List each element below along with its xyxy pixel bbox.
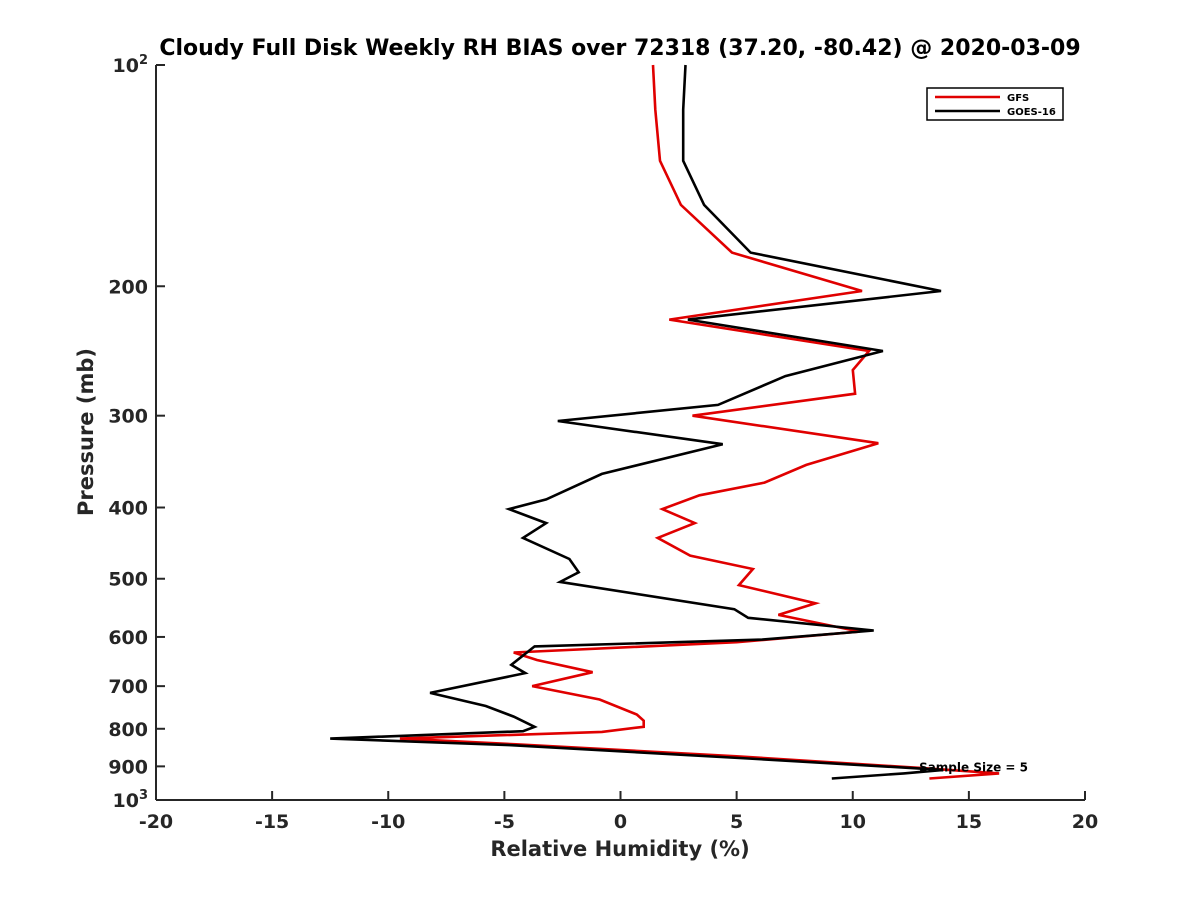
series-layer [330,64,1000,780]
x-tick-label: -15 [255,811,289,833]
x-tick-label: -20 [139,811,173,833]
x-tick-label: 15 [956,811,982,833]
y-axis-label: Pressure (mb) [74,348,98,516]
x-tick-label: 0 [614,811,627,833]
series-line-goes-16 [330,64,944,780]
chart-title: Cloudy Full Disk Weekly RH BIAS over 723… [159,36,1080,61]
y-tick-label: 900 [108,756,148,778]
x-tick-label: 20 [1072,811,1098,833]
y-tick-label: 300 [108,406,148,428]
y-tick-label: 500 [108,569,148,591]
legend: GFS GOES-16 [926,87,1064,121]
legend-label-gfs: GFS [1007,93,1029,104]
y-tick-label: 103 [113,788,149,812]
series-line-gfs [399,64,1000,780]
y-tick-label: 800 [108,719,148,741]
x-tick-label: -5 [494,811,515,833]
sample-size-annotation: Sample Size = 5 [919,760,1028,774]
plot-area: -20 -15 -10 -5 0 5 10 15 20 102 200 300 400 500 600 70… [108,53,1098,833]
legend-label-goes-16: GOES-16 [1007,107,1056,118]
y-ticks: 102 200 300 400 500 600 700 800 900 103 [108,53,165,812]
x-tick-label: 5 [730,811,743,833]
x-axis-label: Relative Humidity (%) [490,837,749,861]
legend-box [926,87,1064,121]
y-tick-label: 102 [113,53,149,77]
x-tick-label: -10 [371,811,405,833]
y-tick-label: 400 [108,498,148,520]
x-ticks: -20 -15 -10 -5 0 5 10 15 20 [139,791,1098,833]
y-tick-label: 200 [108,276,148,298]
y-tick-label: 600 [108,627,148,649]
y-tick-label: 700 [108,676,148,698]
x-tick-label: 10 [840,811,866,833]
